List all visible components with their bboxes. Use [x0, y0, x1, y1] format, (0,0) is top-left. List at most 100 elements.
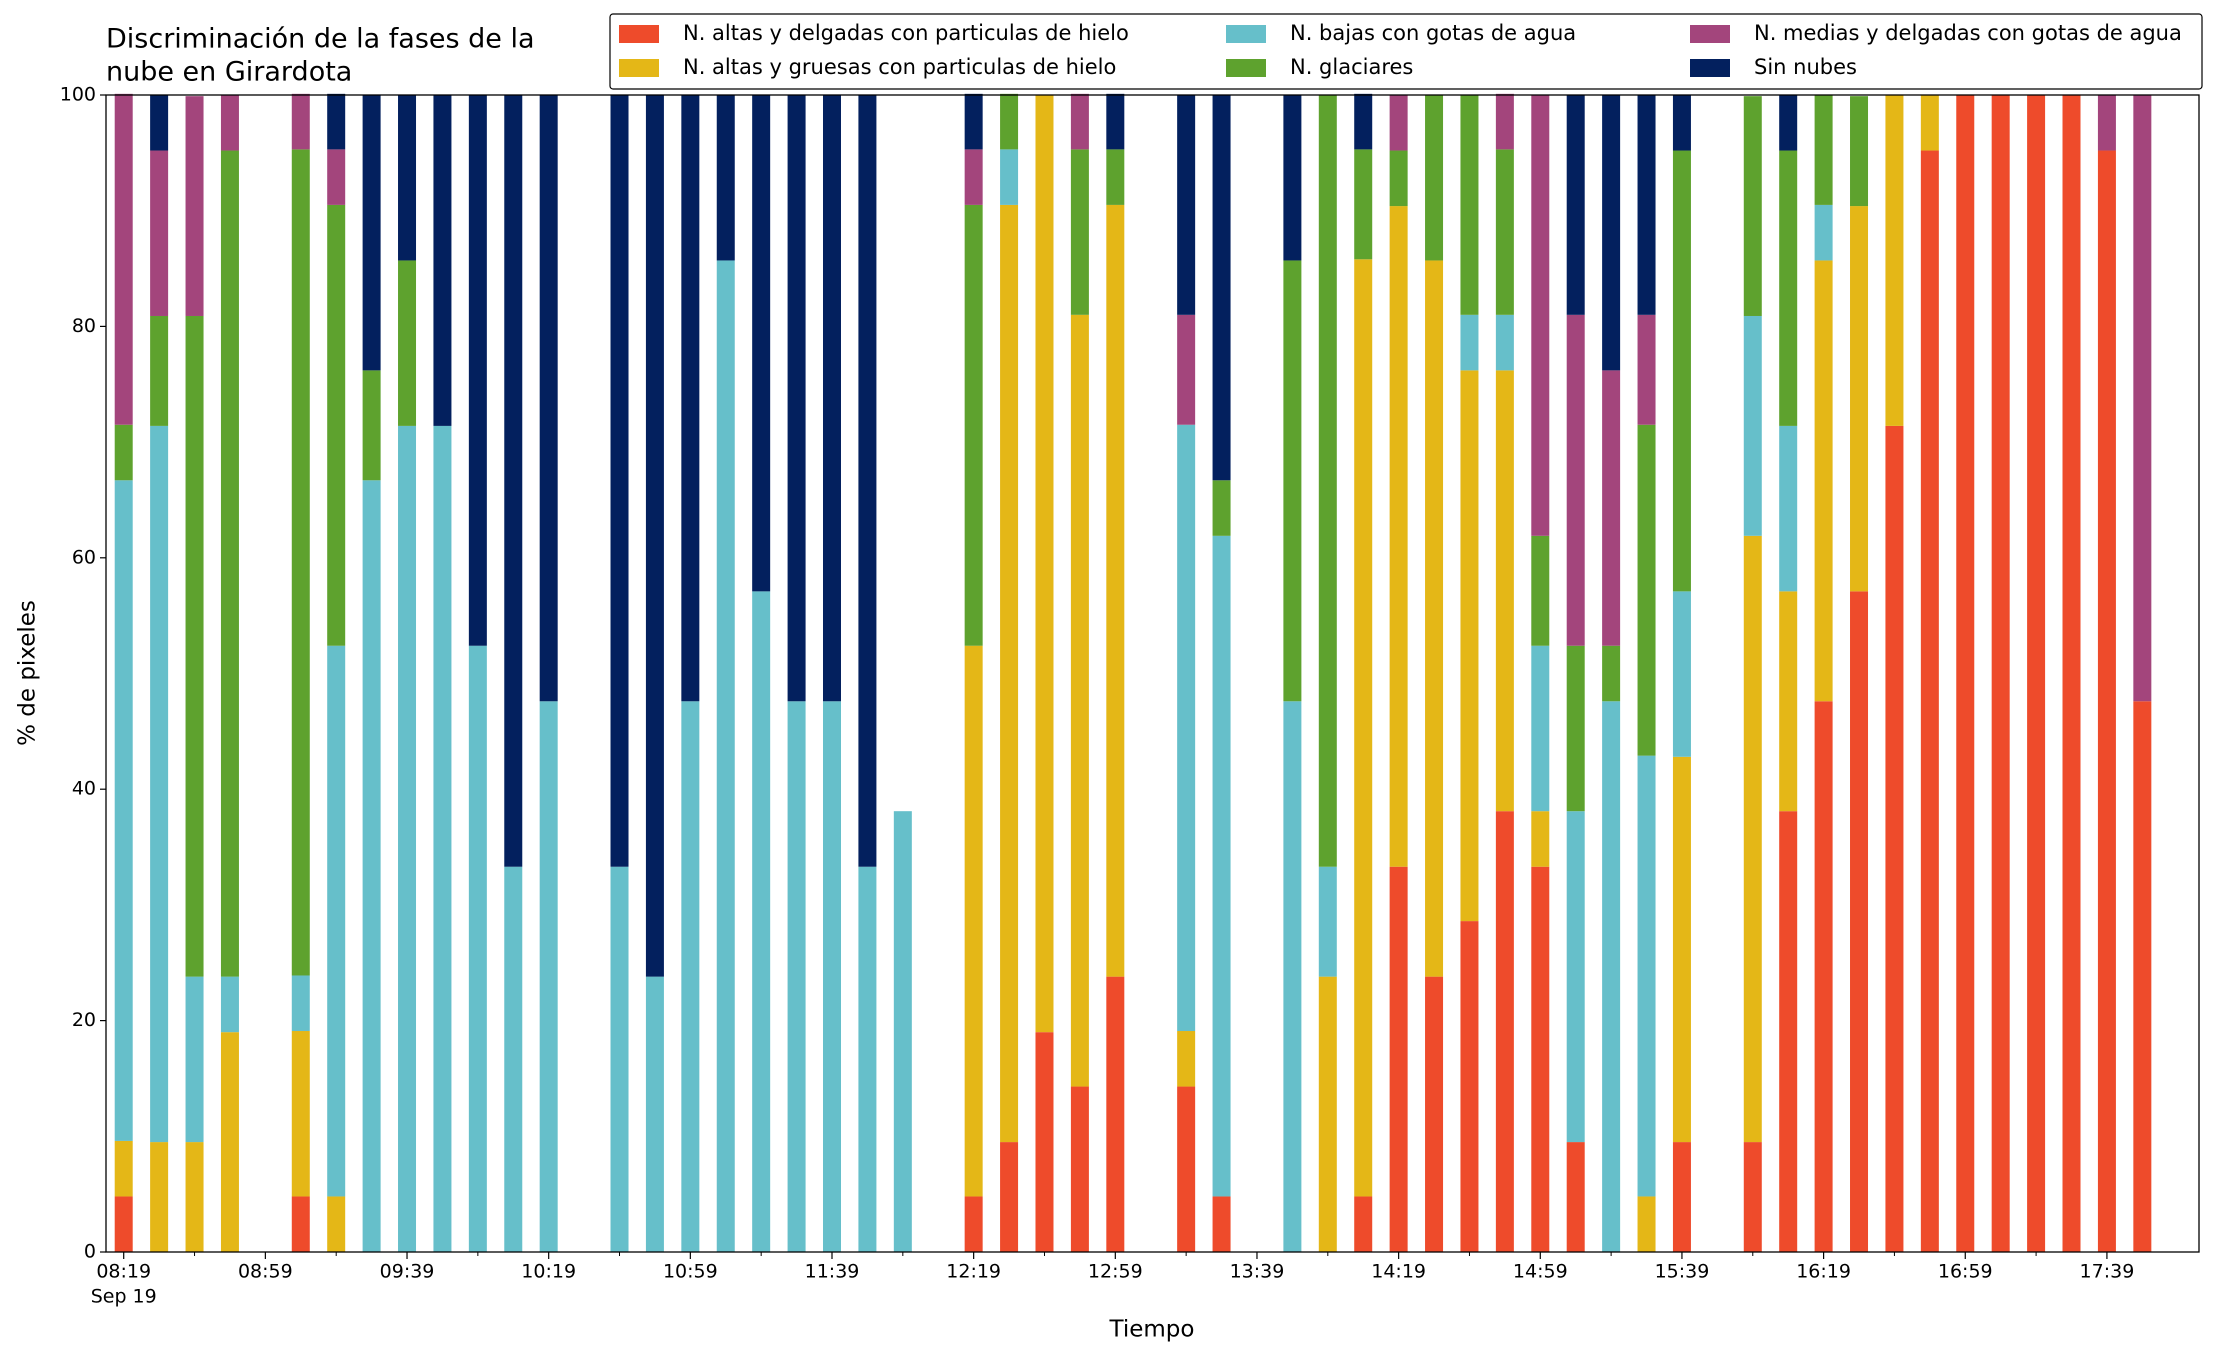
bar-segment: [1814, 701, 1833, 1252]
bar-segment: [1354, 259, 1373, 1197]
bar-segment: [822, 701, 841, 1252]
bar-segment: [1991, 95, 2010, 1252]
bar-segment: [1106, 204, 1125, 977]
bar-segment: [1177, 95, 1196, 315]
bar-segment: [1070, 149, 1089, 315]
bar-segment: [716, 95, 735, 261]
legend-swatch: [1690, 59, 1730, 77]
y-tick-label: 0: [84, 1241, 96, 1263]
bar-segment: [220, 976, 239, 1033]
bar-segment: [1672, 95, 1691, 151]
bar-segment: [1850, 96, 1869, 207]
y-axis-label: % de pixeles: [15, 600, 41, 746]
bar-segment: [150, 425, 169, 1143]
bar-segment: [1566, 95, 1585, 315]
bar-segment: [1814, 260, 1833, 702]
bar-segment: [1779, 95, 1798, 151]
bar-segment: [327, 204, 346, 646]
bar-segment: [1672, 150, 1691, 592]
chart-title: nube en Girardota: [106, 57, 352, 88]
bar-segment: [752, 95, 771, 592]
bar-segment: [468, 645, 487, 1252]
bar-segment: [2097, 150, 2116, 1252]
x-tick-label: 10:19: [521, 1261, 576, 1283]
bar-segment: [1212, 95, 1231, 481]
bar-segment: [1177, 1086, 1196, 1252]
legend-label: Sin nubes: [1754, 55, 1857, 79]
bar-segment: [185, 96, 204, 316]
bar-segment: [1920, 95, 1939, 151]
bar-segment: [2133, 701, 2152, 1252]
x-tick-label: 15:39: [1655, 1261, 1710, 1283]
bar-segment: [1354, 1196, 1373, 1252]
legend-swatch: [1226, 25, 1266, 43]
bar-segment: [398, 425, 417, 1253]
bar-segment: [398, 95, 417, 261]
bar-segment: [1495, 811, 1514, 1252]
bar-segment: [1672, 756, 1691, 1143]
bar-segment: [468, 95, 487, 646]
bar-segment: [291, 1031, 310, 1197]
legend-swatch: [1690, 25, 1730, 43]
x-tick-label: 16:59: [1938, 1261, 1993, 1283]
bar-segment: [1495, 93, 1514, 150]
bar-segment: [1602, 95, 1621, 371]
bar-segment: [822, 95, 841, 702]
x-tick-label: 09:39: [380, 1261, 435, 1283]
bar-segment: [1566, 1142, 1585, 1252]
bar-segment: [1389, 150, 1408, 207]
bar-segment: [1460, 370, 1479, 922]
bar-segment: [1850, 591, 1869, 1252]
plot-frame: [105, 94, 2200, 1253]
bar-segment: [1779, 591, 1798, 812]
bar-segment: [362, 95, 381, 371]
bar-segment: [1389, 866, 1408, 1252]
bar-segment: [1177, 1031, 1196, 1087]
bar-segment: [1460, 921, 1479, 1252]
bar-segment: [398, 260, 417, 426]
bar-segment: [1177, 424, 1196, 1032]
bar-segment: [752, 591, 771, 1252]
bar-segment: [1637, 1196, 1656, 1252]
bar-segment: [327, 645, 346, 1197]
bar-segment: [291, 975, 310, 1032]
bar-segment: [1212, 535, 1231, 1197]
bar-segment: [1637, 314, 1656, 425]
y-tick-label: 40: [72, 778, 96, 800]
bar-segment: [150, 95, 169, 151]
legend-label: N. glaciares: [1290, 55, 1413, 79]
bar-segment: [964, 1196, 983, 1252]
bar-segment: [716, 260, 735, 1252]
x-tick-label: 17:39: [2080, 1261, 2135, 1283]
bar-segment: [114, 424, 133, 481]
bar-segment: [1354, 93, 1373, 150]
bar-segment: [504, 95, 523, 867]
bar-segment: [327, 93, 346, 150]
bar-segment: [1779, 150, 1798, 426]
bar-segment: [1920, 150, 1939, 1252]
x-tick-label: 08:19: [96, 1261, 151, 1283]
bar-segment: [1212, 480, 1231, 536]
bar-segment: [1318, 95, 1337, 867]
bar-segment: [150, 1142, 169, 1252]
bar-segment: [291, 93, 310, 150]
x-date-label: Sep 19: [91, 1286, 157, 1308]
bar-segment: [1531, 645, 1550, 812]
bar-segment: [1566, 811, 1585, 1143]
bar-segment: [1743, 315, 1762, 536]
bar-segment: [858, 866, 877, 1252]
bar-segment: [1106, 149, 1125, 205]
bar-segment: [150, 315, 169, 426]
bar-segment: [1531, 811, 1550, 867]
bar-segment: [1531, 535, 1550, 646]
bar-segment: [645, 95, 664, 977]
bar-segment: [1637, 95, 1656, 315]
bar-segment: [1283, 260, 1302, 702]
bar-segment: [220, 150, 239, 977]
bar-segment: [1850, 206, 1869, 592]
bar-segment: [964, 93, 983, 150]
bar-segment: [114, 480, 133, 1141]
bar-segment: [1531, 95, 1550, 536]
bar-segment: [1460, 95, 1479, 315]
